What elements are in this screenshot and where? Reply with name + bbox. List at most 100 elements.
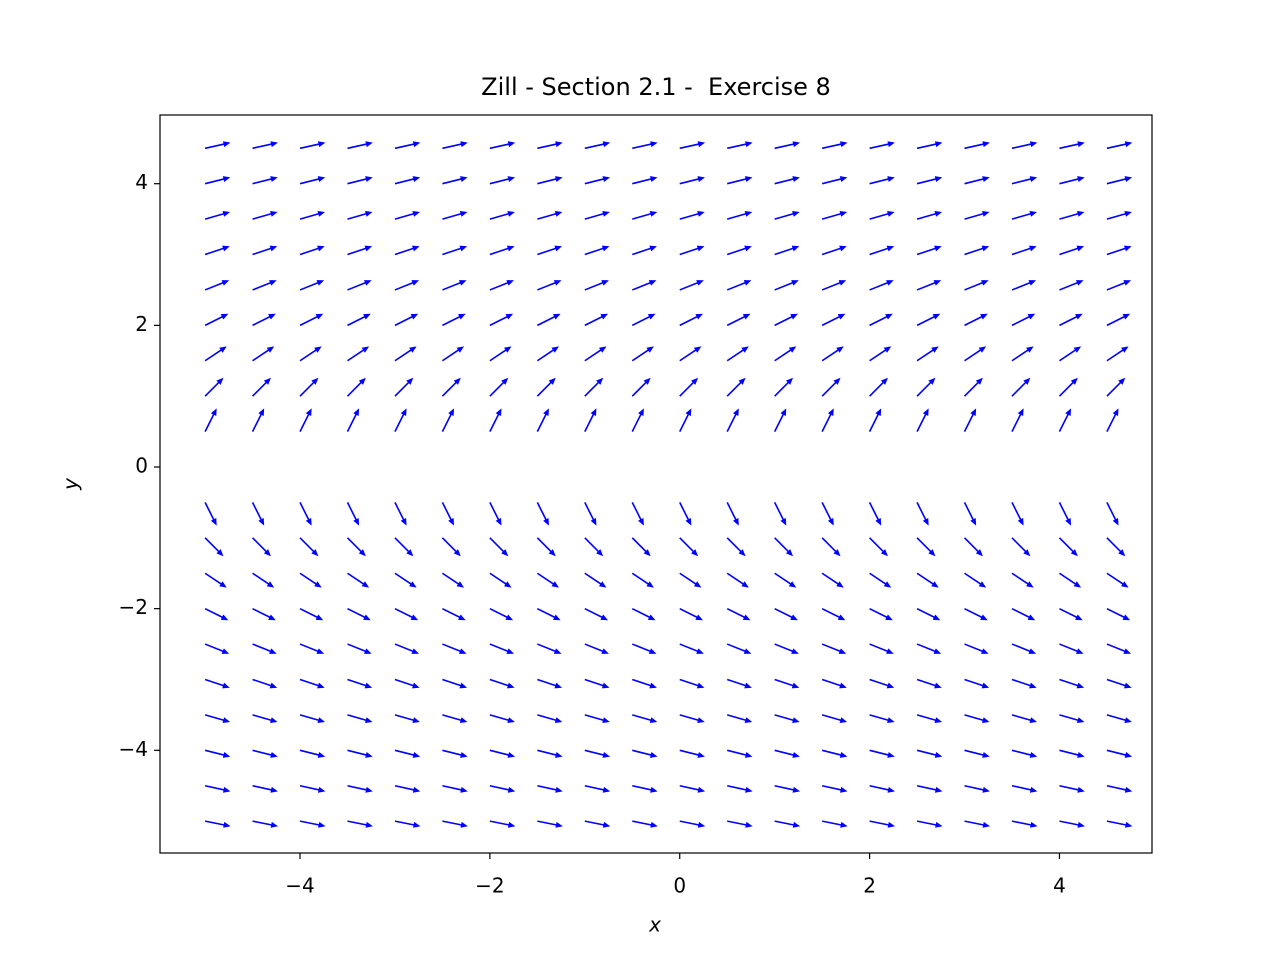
arrow xyxy=(489,749,516,758)
arrow xyxy=(442,280,467,291)
arrow xyxy=(869,211,895,220)
arrow xyxy=(204,377,224,397)
arrow xyxy=(774,346,797,362)
arrow xyxy=(394,408,407,432)
arrow xyxy=(916,346,939,362)
arrow xyxy=(1011,678,1037,689)
arrow xyxy=(632,820,658,828)
arrow xyxy=(252,346,275,362)
arrow xyxy=(252,245,278,256)
arrow xyxy=(631,377,651,397)
arrow xyxy=(1011,377,1031,397)
arrow xyxy=(632,141,658,150)
arrow xyxy=(394,141,421,150)
arrow xyxy=(347,245,373,256)
arrow xyxy=(1011,572,1034,588)
x-tick-label: 0 xyxy=(673,874,686,898)
arrow xyxy=(299,749,326,758)
arrow xyxy=(631,572,654,588)
arrow xyxy=(1106,607,1131,621)
arrow xyxy=(347,749,373,758)
arrow xyxy=(679,408,692,432)
arrow xyxy=(584,820,611,828)
arrow xyxy=(726,607,751,621)
arrow xyxy=(347,280,372,291)
arrow xyxy=(442,141,468,150)
arrow xyxy=(299,245,325,256)
arrow xyxy=(916,377,936,397)
arrow xyxy=(1106,176,1133,185)
arrow xyxy=(631,607,656,621)
arrow xyxy=(204,211,231,220)
arrow xyxy=(726,280,752,291)
arrow xyxy=(964,346,987,362)
arrow xyxy=(1106,678,1132,689)
arrow xyxy=(537,749,563,758)
arrow xyxy=(821,280,847,291)
arrow xyxy=(1059,211,1085,220)
arrow xyxy=(442,176,468,185)
y-tick-label: 2 xyxy=(135,312,148,336)
arrow xyxy=(537,280,562,291)
arrow xyxy=(252,678,278,689)
arrow xyxy=(632,176,658,185)
arrow xyxy=(299,607,324,621)
arrow xyxy=(1106,408,1119,432)
arrow xyxy=(679,346,702,362)
arrow xyxy=(347,176,373,185)
arrow xyxy=(251,408,265,432)
arrow xyxy=(489,537,509,557)
arrow xyxy=(584,714,610,723)
arrow xyxy=(679,572,702,588)
arrow xyxy=(727,820,753,828)
arrow xyxy=(1059,313,1083,327)
arrow xyxy=(489,346,512,362)
arrow xyxy=(299,572,322,588)
arrow xyxy=(1059,820,1085,828)
arrow xyxy=(252,141,278,150)
arrow xyxy=(821,408,834,432)
arrow xyxy=(346,537,366,557)
arrow xyxy=(299,784,326,793)
arrow xyxy=(821,607,846,621)
arrow xyxy=(347,678,373,689)
arrow xyxy=(346,502,360,526)
arrow xyxy=(394,572,417,588)
arrow xyxy=(204,607,229,621)
arrow xyxy=(631,346,654,362)
arrow xyxy=(489,678,515,689)
arrow xyxy=(821,346,844,362)
arrow xyxy=(726,245,752,256)
arrow xyxy=(1011,346,1034,362)
y-tick-label: 4 xyxy=(135,170,148,194)
arrow xyxy=(1059,141,1085,150)
arrow xyxy=(964,280,989,291)
arrow xyxy=(869,678,895,689)
arrow xyxy=(632,245,657,256)
arrow xyxy=(631,643,657,654)
arrow xyxy=(774,714,800,723)
arrow xyxy=(394,211,420,220)
arrow xyxy=(204,245,230,256)
arrow xyxy=(584,607,609,621)
arrow xyxy=(584,211,610,220)
arrow xyxy=(679,643,704,654)
arrow xyxy=(442,607,466,621)
arrow xyxy=(537,176,563,185)
arrow xyxy=(774,572,797,588)
arrow xyxy=(536,346,559,362)
arrow xyxy=(964,714,990,723)
arrow xyxy=(964,176,990,185)
arrow xyxy=(299,176,326,185)
arrow xyxy=(774,245,800,256)
arrow xyxy=(869,245,895,256)
arrow xyxy=(963,408,977,432)
arrow xyxy=(1011,820,1038,828)
arrow xyxy=(299,211,326,220)
arrow xyxy=(204,572,227,588)
arrow xyxy=(821,714,848,723)
arrow xyxy=(1106,714,1132,723)
arrow xyxy=(442,643,467,654)
arrow xyxy=(774,313,798,327)
arrow xyxy=(394,643,420,654)
